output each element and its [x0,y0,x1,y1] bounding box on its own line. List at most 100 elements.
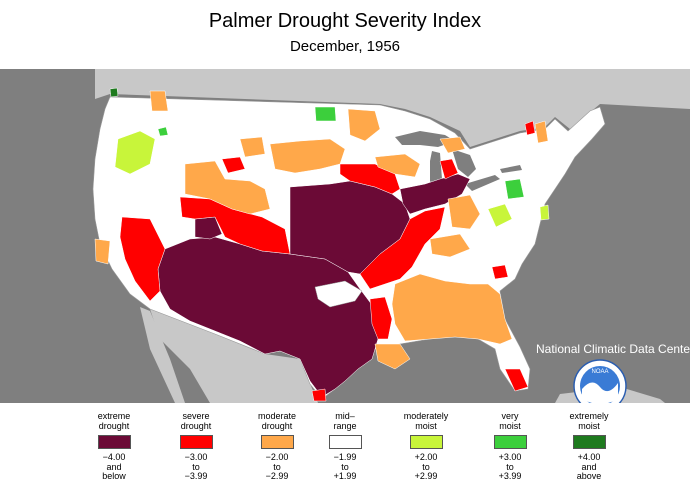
legend-range-line: +1.99 [333,471,357,481]
legend-item: severe drought −3.00 to −3.99 [151,409,241,482]
legend-range: +2.00 to +2.99 [381,452,471,482]
legend-range-line: to [422,461,430,472]
legend-swatch [260,435,294,449]
legend-range-line: to [273,461,281,472]
region-moist-oregon [114,130,156,175]
region-verymoist-pennsylvania [504,178,525,200]
legend-label-line: mid– [335,411,355,421]
legend-range-line: −2.99 [265,471,289,481]
drought-map: NOAA National Climatic Data Center [0,69,690,403]
region-extreme-midwest [399,173,471,215]
legend-label: moderate drought [232,409,322,431]
legend-label-line: range [333,421,357,431]
region-verymoist-idaho [157,126,169,137]
region-moderate-idaho [149,90,169,112]
legend-label-line: extremely [569,411,609,421]
mexico-land [150,309,318,403]
legend-label: very moist [465,409,555,431]
region-severe-texas-coast [311,388,327,402]
legend-range-line: −3.00 [184,452,208,462]
region-severe-maine [524,120,536,136]
legend-range-line: below [102,471,126,481]
legend-range: −4.00 and below [69,452,159,482]
region-moderate-ohio [447,194,481,230]
region-moist-virginia [539,204,550,221]
legend-label: moderately moist [381,409,471,431]
legend-range: −1.99 to +1.99 [300,452,390,482]
legend-label-line: severe [182,411,210,421]
legend-label-line: drought [180,421,212,431]
legend-range-line: +4.00 [577,452,601,462]
noaa-logo-text: NOAA [591,369,608,375]
lake-erie [465,175,500,191]
legend-range-line: to [341,461,349,472]
region-severe-montana [221,156,246,174]
legend-range: −2.00 to −2.99 [232,452,322,482]
legend-range-line: to [506,461,514,472]
lake-ontario [500,165,522,173]
map-title: Palmer Drought Severity Index [208,10,482,32]
legend-range-line: to [192,461,200,472]
region-severe-michigan [439,158,459,180]
legend-range-line: −2.00 [265,452,289,462]
baja-peninsula [140,307,185,403]
legend-range: +4.00 and above [544,452,634,482]
region-moderate-gulf [374,343,411,370]
legend-range: −3.00 to −3.99 [151,452,241,482]
region-midrange-oklahoma [314,280,363,308]
region-moderate-kentucky [429,233,471,258]
legend-label: mid– range [300,409,390,431]
region-moist-appalachia [487,203,513,228]
lake-huron [452,149,476,177]
legend-swatch [409,435,443,449]
legend-label-line: moderate [257,411,297,421]
region-verymoist-minnesota [314,106,337,122]
legend-item: extremely moist +4.00 and above [544,409,634,482]
legend-swatch [179,435,213,449]
legend-range-line: −4.00 [102,452,126,462]
region-moderate-oklahoma-pan [239,136,266,158]
legend-range-line: −3.99 [184,471,208,481]
region-severe-carolina [491,264,509,280]
region-severe-florida [504,368,529,392]
legend: extreme drought −4.00 and below severe drought… [0,403,690,488]
legend-label: extremely moist [544,409,634,431]
legend-label-line: moderately [403,411,449,421]
legend-item: moderate drought −2.00 to −2.99 [232,409,322,482]
legend-label-line: extreme [97,411,131,421]
legend-label: extreme drought [69,409,159,431]
legend-range-line: above [576,471,602,481]
legend-swatch [493,435,527,449]
region-moderate-dakotas [269,138,346,174]
map-subtitle: December, 1956 [289,38,401,55]
legend-label-line: very [501,411,519,421]
legend-label-line: moist [499,421,521,431]
legend-range-line: +2.99 [414,471,438,481]
legend-label-line: moist [578,421,600,431]
region-severe-california [119,216,166,302]
legend-range-line: and [581,461,597,472]
legend-swatch [328,435,362,449]
legend-label-line: drought [261,421,293,431]
legend-range-line: −1.99 [333,452,357,462]
legend-label: severe drought [151,409,241,431]
legend-swatch [97,435,131,449]
noaa-logo: NOAA [573,359,627,403]
legend-range-line: +3.00 [498,452,522,462]
legend-item: very moist +3.00 to +3.99 [465,409,555,482]
region-moderate-mi-north [439,136,466,154]
legend-range-line: +3.99 [498,471,522,481]
region-moderate-southeast [391,273,513,345]
region-moderate-rockies [184,160,271,215]
legend-swatch [572,435,606,449]
legend-item: extreme drought −4.00 and below [69,409,159,482]
legend-range: +3.00 to +3.99 [465,452,555,482]
region-moderate-nevada [94,238,111,265]
legend-range-line: and [106,461,122,472]
region-severe-missouri [359,206,446,290]
legend-item: moderately moist +2.00 to +2.99 [381,409,471,482]
legend-label-line: moist [415,421,437,431]
region-severe-mississippi [369,296,393,340]
region-moderate-wisconsin [374,153,421,178]
legend-range-line: +2.00 [414,452,438,462]
